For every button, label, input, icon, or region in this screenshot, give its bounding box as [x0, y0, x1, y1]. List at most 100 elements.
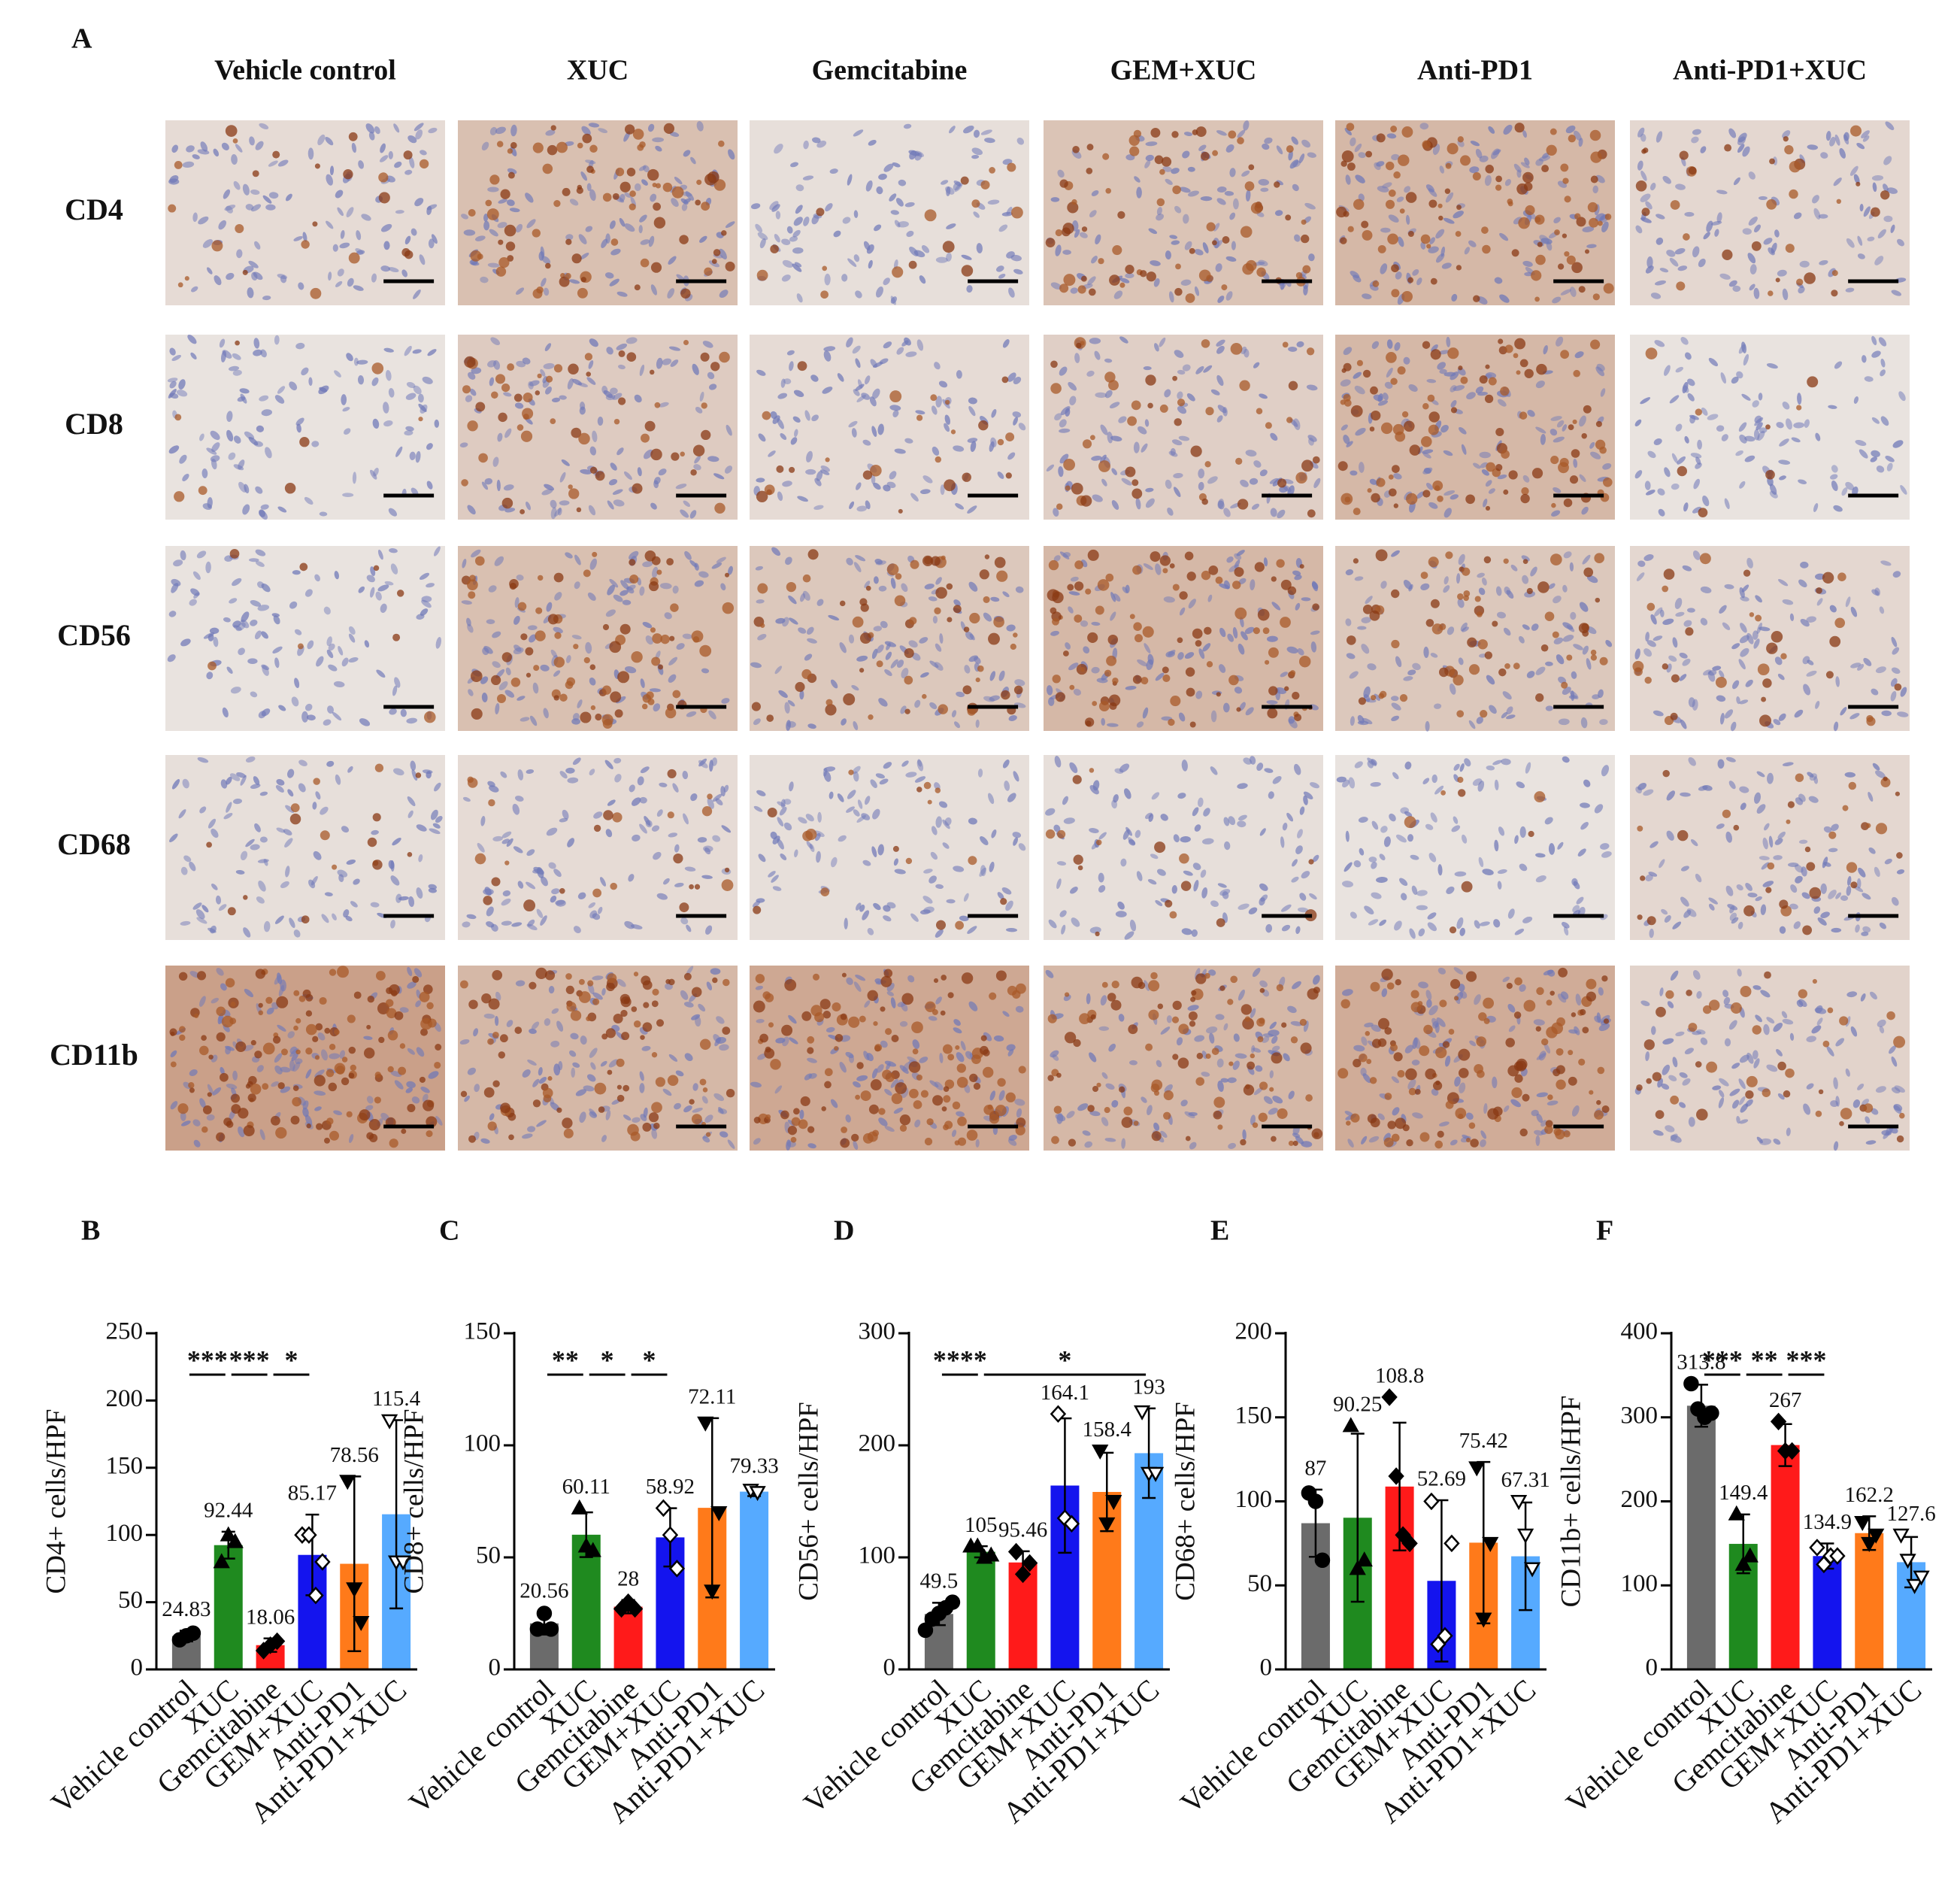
- nucleus: [1288, 346, 1298, 352]
- nucleus: [695, 407, 703, 414]
- stained-cell: [612, 812, 623, 823]
- stained-cell: [532, 229, 541, 238]
- nucleus: [931, 405, 938, 415]
- stained-cell: [699, 1078, 707, 1086]
- nucleus: [1276, 180, 1283, 186]
- stained-cell: [634, 284, 641, 291]
- stained-cell: [1487, 1108, 1499, 1120]
- stained-cell: [1013, 685, 1023, 695]
- stained-cell: [289, 813, 301, 825]
- nucleus: [1552, 296, 1562, 304]
- micrograph: [1630, 335, 1910, 520]
- nucleus: [786, 350, 795, 356]
- stained-cell: [702, 1087, 708, 1093]
- stained-cell: [1556, 1048, 1564, 1056]
- stained-cell: [1594, 553, 1605, 564]
- nucleus: [332, 244, 338, 252]
- nucleus: [771, 204, 780, 212]
- stained-cell: [1535, 693, 1544, 702]
- stained-cell: [701, 402, 707, 409]
- nucleus: [1494, 277, 1503, 284]
- stained-cell: [868, 714, 874, 720]
- nucleus: [588, 505, 596, 516]
- stained-cell: [1161, 156, 1172, 167]
- stained-cell: [1432, 1081, 1443, 1090]
- nucleus: [1184, 241, 1192, 250]
- stained-cell: [1065, 485, 1071, 491]
- stained-cell: [1096, 1082, 1101, 1087]
- nucleus: [1264, 137, 1273, 144]
- nucleus: [541, 256, 551, 265]
- nucleus: [725, 221, 735, 229]
- stained-cell: [1476, 611, 1483, 617]
- stained-cell: [207, 1092, 212, 1097]
- nucleus: [905, 351, 917, 357]
- nucleus: [1662, 175, 1671, 184]
- stained-cell: [495, 374, 506, 384]
- stained-cell: [1068, 1139, 1077, 1147]
- stained-cell: [1410, 990, 1419, 999]
- stained-cell: [1053, 1105, 1062, 1114]
- nucleus: [510, 124, 517, 137]
- nucleus: [1069, 396, 1077, 405]
- nucleus: [395, 210, 404, 214]
- stained-cell: [1172, 1000, 1182, 1011]
- stained-cell: [601, 714, 613, 726]
- nucleus: [1259, 469, 1268, 477]
- nucleus: [171, 144, 179, 153]
- stained-cell: [492, 1080, 500, 1087]
- nucleus: [1104, 358, 1113, 363]
- nucleus: [1162, 166, 1172, 172]
- stained-cell: [707, 793, 713, 800]
- stained-cell: [935, 587, 947, 599]
- nucleus: [1180, 279, 1192, 286]
- stained-cell: [1265, 659, 1270, 665]
- nucleus: [169, 174, 179, 183]
- stained-cell: [834, 1045, 839, 1051]
- nucleus: [1346, 441, 1353, 447]
- stained-cell: [1807, 376, 1819, 388]
- nucleus: [598, 128, 608, 133]
- nucleus: [609, 278, 620, 287]
- nucleus: [1198, 481, 1204, 491]
- nucleus: [353, 357, 359, 366]
- nucleus: [892, 162, 901, 168]
- stained-cell: [860, 1090, 871, 1102]
- stained-cell: [1599, 656, 1608, 666]
- micrograph: [750, 120, 1029, 305]
- nucleus: [1099, 454, 1107, 463]
- nucleus: [222, 350, 232, 359]
- nucleus: [1592, 185, 1598, 194]
- stained-cell: [559, 693, 568, 702]
- nucleus: [415, 450, 421, 463]
- stained-cell: [498, 256, 510, 268]
- nucleus: [262, 296, 271, 301]
- nucleus: [1111, 468, 1118, 475]
- nucleus: [1168, 450, 1178, 457]
- stained-cell: [623, 1084, 630, 1092]
- stained-cell: [1300, 1042, 1312, 1054]
- nucleus: [1050, 282, 1062, 290]
- stained-cell: [631, 1006, 638, 1012]
- stained-cell: [1172, 185, 1181, 195]
- nucleus: [1602, 462, 1612, 470]
- stained-cell: [867, 990, 878, 1002]
- nucleus: [820, 465, 830, 472]
- stained-cell: [768, 1022, 774, 1028]
- stained-cell: [1159, 555, 1171, 566]
- stained-cell: [911, 1021, 923, 1034]
- stained-cell: [520, 633, 528, 641]
- stained-cell: [199, 1045, 209, 1056]
- stained-cell: [1174, 287, 1183, 296]
- stained-cell: [385, 999, 394, 1008]
- stained-cell: [592, 551, 598, 557]
- stained-cell: [1062, 650, 1069, 656]
- stained-cell: [753, 905, 762, 914]
- nucleus: [474, 235, 486, 241]
- stained-cell: [1201, 151, 1210, 161]
- nucleus: [1216, 374, 1224, 387]
- stained-cell: [247, 1093, 256, 1102]
- stained-cell: [1388, 190, 1396, 197]
- stained-cell: [895, 1082, 907, 1094]
- micrograph: [1044, 966, 1323, 1151]
